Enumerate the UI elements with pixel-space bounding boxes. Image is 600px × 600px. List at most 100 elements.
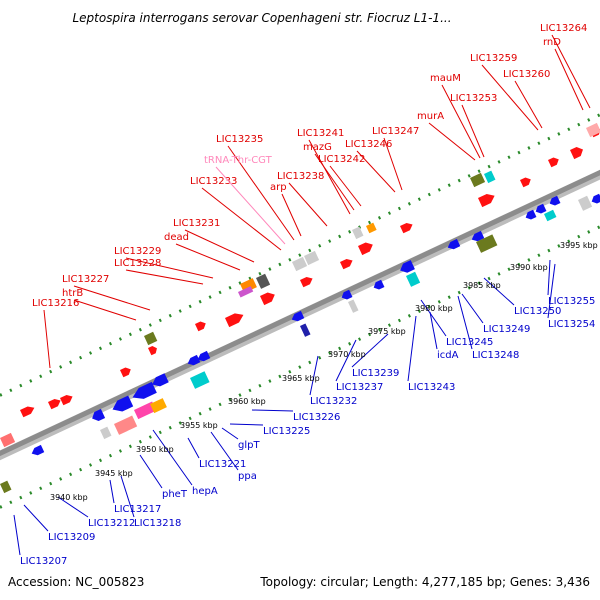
- scale-tick-label: 3960 kbp: [228, 397, 266, 406]
- gene-label-lic13228: LIC13228: [114, 258, 161, 269]
- forward-gene-arrow: [195, 321, 206, 332]
- gene-label-lic13253: LIC13253: [450, 93, 497, 104]
- leader-line: [461, 104, 485, 158]
- leader-line: [309, 355, 319, 396]
- gene-label-dead: dead: [164, 232, 189, 243]
- leader-line: [73, 299, 137, 321]
- leader-line: [335, 339, 357, 382]
- leader-line: [420, 299, 447, 337]
- forward-gene-box: [114, 415, 138, 435]
- leader-line: [407, 315, 417, 382]
- forward-gene-box: [0, 432, 16, 448]
- reverse-gene-arrow: [535, 203, 547, 214]
- reverse-gene-arrow: [152, 373, 169, 387]
- leader-line: [221, 427, 239, 440]
- forward-gene-arrow: [520, 177, 531, 188]
- gene-label-lic13243: LIC13243: [408, 382, 455, 393]
- forward-gene-box: [470, 172, 486, 188]
- reverse-gene-arrow: [591, 193, 600, 204]
- scale-tick-label: 3955 kbp: [180, 421, 218, 430]
- gene-label-glpt: glpT: [238, 440, 260, 451]
- gene-label-lic13247: LIC13247: [372, 126, 419, 137]
- reverse-gene-arrow: [197, 350, 211, 362]
- reverse-dotted-track: [0, 225, 600, 509]
- gene-label-maum: mauM: [430, 73, 461, 84]
- forward-gene-box: [303, 250, 320, 266]
- leader-line: [441, 84, 481, 159]
- leader-line: [314, 153, 355, 211]
- scale-tick-label: 3950 kbp: [136, 445, 174, 454]
- reverse-gene-arrow: [471, 230, 485, 242]
- gene-label-lic13242: LIC13242: [318, 154, 365, 165]
- scale-tick-label: 3990 kbp: [510, 263, 548, 272]
- leader-line: [120, 475, 135, 518]
- leader-line: [23, 504, 49, 532]
- map-scale-ticks: 3940 kbp 3945 kbp 3950 kbp 3955 kbp 3960 kbp…: [50, 241, 598, 502]
- gene-label-lic13259: LIC13259: [470, 53, 517, 64]
- forward-gene-box: [238, 286, 254, 298]
- leader-line: [329, 165, 362, 207]
- forward-gene-arrow: [225, 313, 244, 328]
- forward-gene-arrow: [340, 258, 353, 270]
- reverse-gene-box: [544, 209, 557, 222]
- gene-label-lic13250: LIC13250: [514, 306, 561, 317]
- genome-summary-text: Topology: circular; Length: 4,277,185 bp…: [259, 575, 590, 589]
- forward-gene-arrow: [478, 193, 495, 208]
- reverse-gene-arrow: [31, 444, 45, 456]
- gene-label-icda: icdA: [437, 350, 459, 361]
- reverse-gene-arrow: [187, 354, 201, 366]
- leader-line: [547, 263, 556, 319]
- leader-line: [481, 64, 539, 131]
- reverse-gene-box: [99, 426, 112, 440]
- scale-tick-label: 3940 kbp: [50, 493, 88, 502]
- forward-gene-arrow: [548, 157, 559, 168]
- reverse-gene-arrow: [132, 381, 157, 399]
- gene-label-lic13218: LIC13218: [134, 518, 181, 529]
- leader-line: [457, 295, 473, 350]
- gene-label-phet: pheT: [162, 489, 188, 500]
- gene-label-lic13235: LIC13235: [216, 134, 263, 145]
- forward-gene-box: [133, 401, 157, 420]
- gene-label-lic13221: LIC13221: [199, 459, 246, 470]
- gene-label-mazg: mazG: [303, 142, 332, 153]
- leader-line: [383, 137, 403, 191]
- forward-gene-arrow: [358, 242, 373, 256]
- gene-label-lic13264: LIC13264: [540, 23, 587, 34]
- gene-label-lic13216: LIC13216: [32, 298, 79, 309]
- leader-line: [125, 257, 214, 279]
- forward-gene-box: [256, 273, 271, 289]
- leader-line: [125, 269, 204, 285]
- reverse-gene-box: [0, 480, 12, 494]
- leader-line: [215, 166, 286, 245]
- forward-gene-box: [149, 398, 167, 414]
- gene-label-lic13237: LIC13237: [336, 382, 383, 393]
- reverse-gene-arrow: [112, 395, 134, 412]
- reverse-gene-box: [406, 271, 421, 287]
- leader-line: [288, 182, 328, 227]
- reverse-gene-arrow: [400, 260, 415, 273]
- gene-label-ppa: ppa: [238, 471, 257, 482]
- gene-label-lic13233: LIC13233: [190, 176, 237, 187]
- gene-label-lic13249: LIC13249: [483, 324, 530, 335]
- forward-gene-arrow: [120, 367, 131, 378]
- gene-label-lic13225: LIC13225: [263, 426, 310, 437]
- leader-line: [152, 429, 193, 486]
- forward-gene-box: [352, 226, 364, 240]
- leader-line: [139, 454, 163, 489]
- leader-line: [554, 48, 584, 111]
- reverse-gene-box: [190, 371, 210, 389]
- gene-label-lic13209: LIC13209: [48, 532, 95, 543]
- leader-line: [514, 80, 543, 129]
- gene-label-lic13207: LIC13207: [20, 556, 67, 567]
- reverse-gene-arrow: [447, 238, 461, 250]
- reverse-gene-arrow: [291, 310, 305, 322]
- leader-line: [187, 437, 200, 459]
- gene-label-lic13212: LIC13212: [88, 518, 135, 529]
- leader-line: [308, 139, 351, 215]
- gene-label-lic13232: LIC13232: [310, 396, 357, 407]
- gene-label-lic13245: LIC13245: [446, 337, 493, 348]
- gene-label-lic13231: LIC13231: [173, 218, 220, 229]
- leader-line: [201, 187, 282, 251]
